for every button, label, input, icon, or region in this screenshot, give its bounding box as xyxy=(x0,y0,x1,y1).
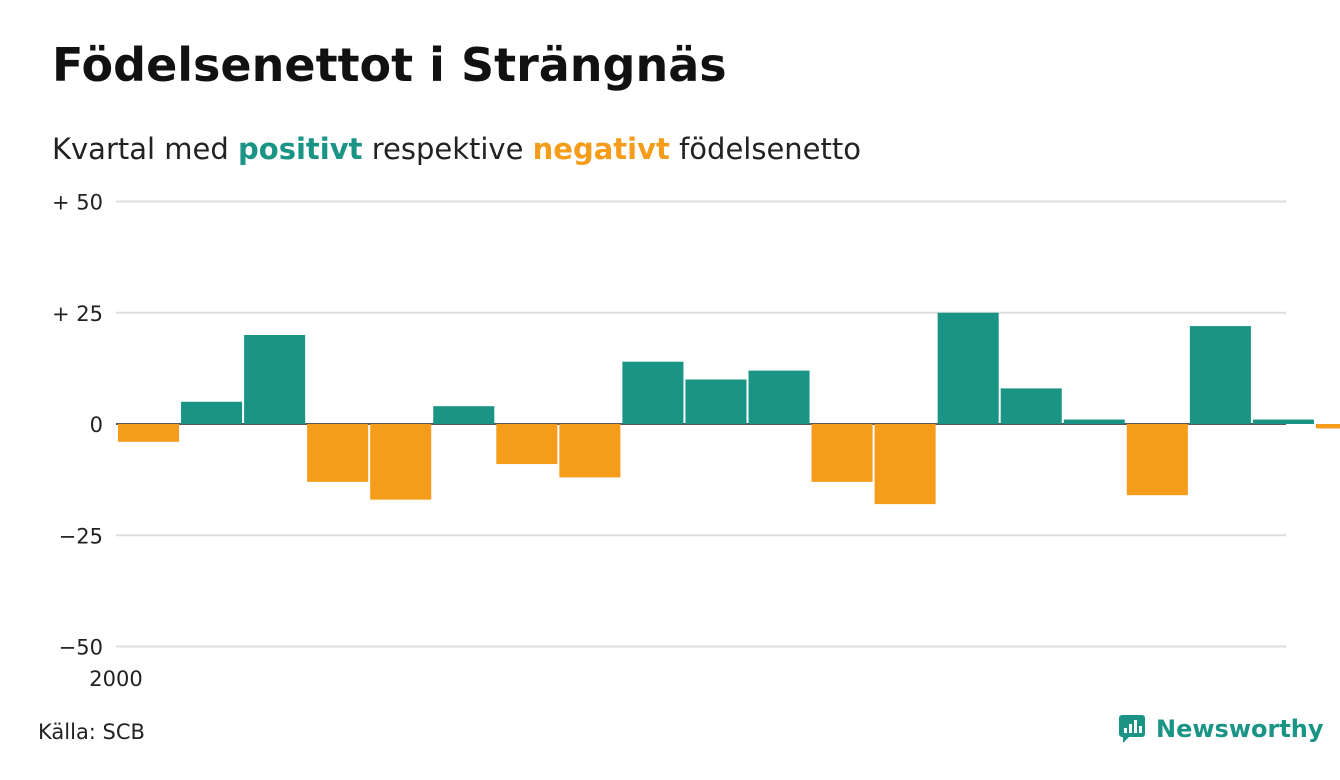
bar-positive xyxy=(937,312,999,424)
bar-negative xyxy=(496,424,558,465)
x-tick-label: 2000 xyxy=(89,667,142,691)
newsworthy-logo-icon xyxy=(1119,715,1145,743)
bar-positive xyxy=(433,406,495,424)
y-tick-label: + 50 xyxy=(52,191,103,215)
subtitle-text-middle: respektive xyxy=(362,132,533,166)
bar-negative xyxy=(559,424,621,478)
chart-subtitle: Kvartal med positivt respektive negativt… xyxy=(52,132,861,166)
chart-title: Födelsenettot i Strängnäs xyxy=(52,38,727,92)
bar-negative xyxy=(370,424,432,500)
y-tick-label: 0 xyxy=(90,413,103,437)
brand-logo: Newsworthy xyxy=(1118,714,1324,744)
bar-positive xyxy=(181,401,243,424)
y-axis-tick-labels: + 50 + 25 0 −25 −50 xyxy=(52,191,103,660)
bars xyxy=(118,312,1340,505)
bar-positive xyxy=(748,370,810,424)
subtitle-text-before: Kvartal med xyxy=(52,132,239,166)
bar-positive xyxy=(685,379,747,424)
bar-positive xyxy=(622,361,684,424)
subtitle-positive-label: positivt xyxy=(238,132,363,166)
y-tick-label: + 25 xyxy=(52,302,103,326)
subtitle-negative-label: negativt xyxy=(532,132,670,166)
source-note: Källa: SCB xyxy=(38,720,145,744)
bar-positive xyxy=(1000,388,1062,424)
y-tick-label: −50 xyxy=(59,636,103,660)
bar-negative xyxy=(118,424,180,442)
bar-negative xyxy=(874,424,936,505)
brand-name: Newsworthy xyxy=(1156,715,1324,743)
x-axis-tick-labels: 20002005201020152020 xyxy=(89,667,142,691)
bar-positive xyxy=(1252,419,1314,424)
bar-negative xyxy=(1126,424,1188,496)
subtitle-text-after: födelsenetto xyxy=(669,132,861,166)
bar-positive xyxy=(1063,419,1125,424)
bar-negative xyxy=(1315,424,1340,429)
y-tick-label: −25 xyxy=(59,524,103,548)
bar-negative xyxy=(307,424,369,482)
bar-negative xyxy=(811,424,873,482)
bar-positive xyxy=(244,335,306,424)
bar-positive xyxy=(1189,326,1251,424)
